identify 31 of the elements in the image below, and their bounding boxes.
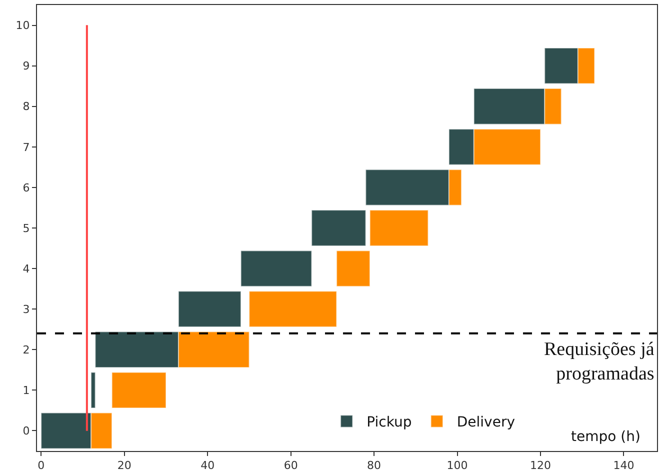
x-axis-title: tempo (h) <box>571 429 640 445</box>
bar <box>90 372 96 409</box>
x-tick-label: 20 <box>117 459 132 472</box>
y-tick-label: 9 <box>22 60 30 73</box>
x-tick-label: 120 <box>530 459 551 472</box>
y-tick-label: 2 <box>22 343 30 356</box>
bar <box>248 290 338 328</box>
y-tick-label: 10 <box>16 19 30 32</box>
y-tick-label: 0 <box>22 424 30 438</box>
legend-label: Pickup <box>366 414 412 431</box>
bar <box>369 210 429 246</box>
bar <box>311 210 366 246</box>
x-tick-label: 40 <box>200 459 215 472</box>
bar <box>178 290 242 328</box>
y-tick-label: 8 <box>22 100 30 114</box>
legend-label: Delivery <box>456 414 515 431</box>
bar <box>336 250 370 287</box>
x-tick-label: 80 <box>367 459 382 472</box>
x-tick-label: 0 <box>38 459 45 472</box>
y-tick-label: 7 <box>22 140 30 154</box>
bar <box>111 372 166 409</box>
x-tick-label: 140 <box>613 459 634 472</box>
y-tick-label: 5 <box>22 222 30 235</box>
y-tick-label: 6 <box>22 181 30 194</box>
bar <box>240 250 312 287</box>
x-tick-label: 100 <box>446 459 468 472</box>
ref-line-label: Requisições já programadas <box>544 339 655 385</box>
y-tick-label: 1 <box>22 384 30 398</box>
x-tick-label: 60 <box>284 459 298 472</box>
y-tick-label: 4 <box>22 262 30 276</box>
y-tick-label: 3 <box>22 302 30 316</box>
